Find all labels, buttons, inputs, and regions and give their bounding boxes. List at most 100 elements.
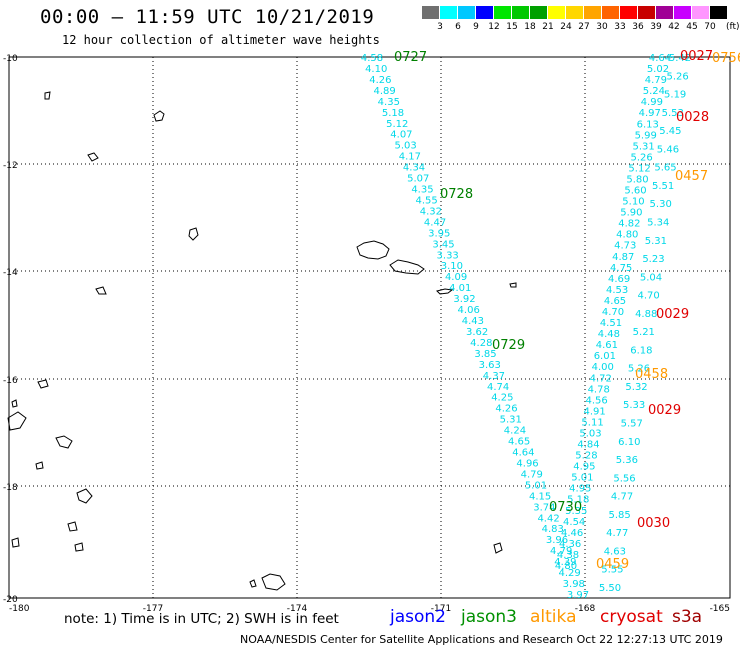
wave-height-value: 4.39 <box>554 557 576 568</box>
wave-height-value: 5.19 <box>664 90 686 101</box>
wave-height-value: 4.91 <box>583 406 605 417</box>
wave-height-value: 3.92 <box>453 294 475 305</box>
wave-height-value: 6.18 <box>630 345 652 356</box>
map-frame <box>8 56 731 599</box>
island-savaii <box>389 259 425 275</box>
scale-tick-label: 30 <box>596 22 608 32</box>
wave-height-value: 5.35 <box>565 506 587 517</box>
scale-tick-label: 39 <box>650 22 662 32</box>
wave-height-value: 4.10 <box>365 64 387 75</box>
legend-item-jason2: jason2 <box>390 607 446 627</box>
wave-height-value: 4.84 <box>577 440 599 451</box>
wave-height-value: 5.46 <box>657 144 679 155</box>
wave-height-value: 4.83 <box>542 524 564 535</box>
wave-height-value: 4.80 <box>616 230 638 241</box>
wave-height-value: 4.70 <box>637 291 659 302</box>
pass-time-label: 0728 <box>440 187 473 202</box>
wave-height-value: 5.04 <box>640 272 662 283</box>
scale-swatch <box>548 6 566 19</box>
scale-swatch <box>710 6 728 19</box>
wave-height-value: 3.63 <box>479 360 501 371</box>
lon-label: -171 <box>431 604 451 614</box>
wave-height-value: 4.09 <box>445 272 467 283</box>
wave-height-value: 4.38 <box>557 550 579 561</box>
wave-height-value: 4.80 <box>555 561 577 572</box>
wave-height-value: 4.61 <box>596 340 618 351</box>
wave-height-value: 5.32 <box>625 382 647 393</box>
scale-swatch <box>476 6 494 19</box>
wave-height-value: 3.95 <box>428 228 450 239</box>
wave-height-value: 4.88 <box>635 309 657 320</box>
wave-height-value: 4.79 <box>550 546 572 557</box>
scale-swatch <box>458 6 476 19</box>
wave-height-value: 5.65 <box>654 163 676 174</box>
island-tutuila <box>436 288 454 295</box>
wave-height-value: 4.95 <box>573 462 595 473</box>
wave-height-value: 3.33 <box>437 250 459 261</box>
island-h <box>76 488 93 504</box>
wave-height-value: 5.53 <box>662 108 684 119</box>
lon-label: -174 <box>287 604 308 614</box>
scale-swatch <box>440 6 458 19</box>
lat-label: -10 <box>3 54 18 64</box>
scale-swatch <box>620 6 638 19</box>
wave-height-value: 4.73 <box>614 241 636 252</box>
wave-height-value: 5.01 <box>525 480 547 491</box>
pass-time-label: 0730 <box>549 500 582 515</box>
scale-swatch <box>674 6 692 19</box>
wave-height-value: 4.46 <box>561 528 583 539</box>
wave-height-value: 5.51 <box>652 181 674 192</box>
wave-height-value: 4.17 <box>399 152 421 163</box>
wave-height-value: 4.96 <box>516 458 538 469</box>
scale-swatch <box>692 6 710 19</box>
wave-height-value: 5.50 <box>599 583 621 594</box>
wave-height-value: 3.45 <box>432 239 454 250</box>
wave-height-value: 4.89 <box>373 86 395 97</box>
wave-height-value: 4.82 <box>618 219 640 230</box>
island-m <box>67 521 78 532</box>
wave-height-value: 4.79 <box>521 469 543 480</box>
wave-height-value: 4.65 <box>508 437 530 448</box>
pass-time-label: 0457 <box>675 169 708 184</box>
wave-height-value: 4.63 <box>604 546 626 557</box>
scale-unit-label: (ft) <box>726 22 740 32</box>
wave-height-value: 3.74 <box>533 502 555 513</box>
pass-time-label: 0727 <box>394 50 427 65</box>
pass-time-label: 0028 <box>676 110 709 125</box>
wave-height-value: 4.47 <box>424 217 446 228</box>
wave-height-value: 5.80 <box>626 174 648 185</box>
wave-height-value: 5.57 <box>621 419 643 430</box>
wave-height-value: 4.34 <box>403 163 425 174</box>
wave-height-value: 5.33 <box>623 400 645 411</box>
wave-height-value: 4.74 <box>487 382 509 393</box>
scale-swatch <box>584 6 602 19</box>
lat-label: -18 <box>3 483 18 493</box>
scale-tick-label: 24 <box>560 22 572 32</box>
scale-tick-label: 27 <box>578 22 590 32</box>
pass-time-label: 0458 <box>635 367 668 382</box>
wave-height-value: 5.03 <box>394 141 416 152</box>
wave-height-value: 4.28 <box>470 338 492 349</box>
legend-item-altika: altika <box>530 607 577 627</box>
altimeter-tracks: 4.584.104.264.894.355.185.124.075.034.17… <box>361 53 691 601</box>
wave-height-value: 4.25 <box>491 393 513 404</box>
legend-item-s3a: s3a <box>672 607 703 627</box>
island-n <box>74 542 84 552</box>
wave-height-value: 4.78 <box>588 384 610 395</box>
scale-tick-label: 12 <box>488 22 500 32</box>
wave-height-value: 5.18 <box>567 495 589 506</box>
wave-height-value: 4.06 <box>458 305 480 316</box>
scale-tick-label: 9 <box>473 22 479 32</box>
wave-height-value: 4.55 <box>416 195 438 206</box>
wave-height-value: 4.00 <box>592 362 614 373</box>
wave-height-value: 5.12 <box>628 163 650 174</box>
wave-height-value: 3.10 <box>441 261 463 272</box>
lat-label: -12 <box>3 161 18 171</box>
wave-height-value: 5.56 <box>613 473 635 484</box>
scale-tick-label: 3 <box>437 22 443 32</box>
wave-height-value: 4.54 <box>563 517 585 528</box>
island-outlines <box>7 91 517 591</box>
island-i <box>7 411 27 431</box>
lon-label: -165 <box>710 604 730 614</box>
